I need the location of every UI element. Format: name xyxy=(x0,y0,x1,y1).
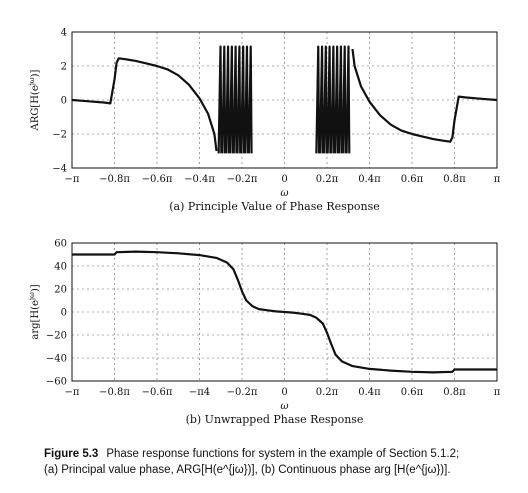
y-tick-label: −60 xyxy=(46,377,67,388)
x-tick-label: 0.4π xyxy=(358,174,381,185)
figure-caption: Figure 5.3 Phase response functions for s… xyxy=(44,446,514,478)
y-tick-label: −2 xyxy=(52,130,67,141)
panel-b-y-ticks: 60 40 20 0 −20 −40 −60 xyxy=(46,239,67,388)
x-tick-label: −0.2π xyxy=(227,387,258,398)
x-tick-label: 0 xyxy=(281,387,287,398)
y-tick-label: 4 xyxy=(61,28,67,39)
x-tick-label: −0.6π xyxy=(142,387,173,398)
panel-a-y-axis-label: ARG[H(ejω)] xyxy=(28,69,41,131)
phase-curve xyxy=(72,250,497,374)
panel-b-plot-frame xyxy=(71,242,498,382)
y-tick-label: 0 xyxy=(61,308,67,319)
x-tick-label: 0.8π xyxy=(443,387,466,398)
panel-a-x-ticks: −π −0.8π −0.6π −0.4π −0.2π 0 0.2π 0.4π 0.6π 0.8π π xyxy=(65,174,501,185)
y-tick-label: 60 xyxy=(54,239,67,250)
wrapped-phase-lines xyxy=(217,45,253,154)
y-tick-label: 0 xyxy=(61,96,67,107)
x-tick-label: −0.4π xyxy=(184,174,215,185)
panel-b-curves xyxy=(72,250,497,374)
panel-a-subtitle: (a) Principle Value of Phase Response xyxy=(169,200,379,213)
x-tick-label: 0.2π xyxy=(316,174,339,185)
y-tick-label: 20 xyxy=(54,285,67,296)
x-tick-label: −π4 xyxy=(189,387,210,398)
panel-a-principal-value-chart: 4 2 0 −2 −4 −π −0.8π −0.6π −0.4π −0.2π 0 0.2π 0.4π 0… xyxy=(28,28,501,214)
x-tick-label: −0.8π xyxy=(99,174,130,185)
panel-b-x-ticks: −π −0.8π −0.6π −π4 −0.2π 0 0.2π 0.4π 0.6π 0.8π π xyxy=(65,387,501,398)
caption-text-1: Phase response functions for system in t… xyxy=(106,448,460,460)
wrapped-phase-lines xyxy=(315,45,351,154)
x-tick-label: −0.2π xyxy=(227,174,258,185)
x-tick-label: 0.4π xyxy=(358,387,381,398)
panel-a-x-axis-label: ω xyxy=(280,188,288,199)
panel-b-subtitle: (b) Unwrapped Phase Response xyxy=(186,413,364,426)
x-tick-label: π xyxy=(494,174,501,185)
x-tick-label: −π xyxy=(65,387,80,398)
caption-line-1: Figure 5.3 Phase response functions for s… xyxy=(44,446,514,462)
x-tick-label: 0.6π xyxy=(401,174,424,185)
phase-curve xyxy=(351,48,498,143)
phase-curve xyxy=(71,57,218,152)
y-tick-label: −40 xyxy=(46,354,67,365)
panel-a-grid xyxy=(72,32,497,168)
panel-a-plot-frame xyxy=(71,31,498,169)
y-tick-label: 40 xyxy=(54,262,67,273)
y-tick-label: −4 xyxy=(52,164,67,175)
x-tick-label: 0 xyxy=(281,174,287,185)
x-tick-label: 0.6π xyxy=(401,387,424,398)
y-tick-label: −20 xyxy=(46,331,67,342)
x-tick-label: π xyxy=(494,387,501,398)
x-tick-label: −0.6π xyxy=(142,174,173,185)
x-tick-label: 0.8π xyxy=(443,174,466,185)
x-tick-label: −π xyxy=(65,174,80,185)
panel-b-y-axis-label: arg[H(ejω)] xyxy=(28,284,41,339)
panel-b-grid xyxy=(72,243,497,381)
panel-a-curves xyxy=(71,45,498,154)
panel-a-y-ticks: 4 2 0 −2 −4 xyxy=(52,28,67,175)
x-tick-label: 0.2π xyxy=(316,387,339,398)
caption-line-2: (a) Principal value phase, ARG[H(e^{jω})… xyxy=(44,464,451,476)
x-tick-label: −0.8π xyxy=(99,387,130,398)
panel-b-x-axis-label: ω xyxy=(280,401,288,412)
y-tick-label: 2 xyxy=(61,62,67,73)
caption-figure-label: Figure 5.3 xyxy=(44,448,99,460)
panel-b-unwrapped-chart: 60 40 20 0 −20 −40 −60 −π −0.8π −0.6π −π4 −0.2π 0 0.… xyxy=(28,239,501,427)
